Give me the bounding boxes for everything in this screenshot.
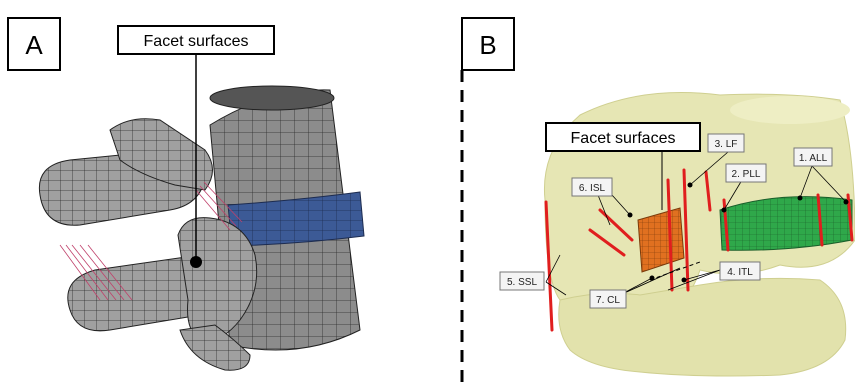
facet-callout-label-b: Facet surfaces [571,130,676,147]
intervertebral-disc [227,191,365,247]
svg-text:5. SSL: 5. SSL [507,277,537,288]
facet-callout-label-a: Facet surfaces [144,33,249,50]
body-top-b [730,96,850,124]
panel-label-box-a [7,17,61,71]
svg-text:6. ISL: 6. ISL [579,183,606,194]
ligament-label-itl: 4. ITL [719,261,761,281]
svg-text:1. ALL: 1. ALL [799,153,828,164]
itl-dash [649,261,701,281]
ligament-label-ssl: 5. SSL [499,271,545,291]
panel-b: B Facet surfaces 1. ALL 2. PLL 3. LF 4. … [461,17,855,377]
inferior-bone-b [558,277,847,377]
vertebral-body-top [209,85,335,111]
superior-articular-process [109,118,213,191]
facet-callout-box-b [545,122,701,152]
svg-text:2. PLL: 2. PLL [732,169,761,180]
ligament-label-all: 1. ALL [793,147,833,167]
intervertebral-disc-b [719,196,853,251]
panel-label-b: B [479,30,496,60]
ligament-label-cl: 7. CL [589,289,627,309]
ligament-label-pll: 2. PLL [725,163,767,183]
svg-text:7. CL: 7. CL [596,295,620,306]
panel-label-a: A [25,30,43,60]
ligament-label-lf: 3. LF [707,133,745,153]
ligament-dots-b [627,182,849,283]
panel-a: A Facet surfaces [7,17,365,371]
facet-marker-a [190,256,202,268]
ligament-label-isl: 6. ISL [571,177,613,197]
facet-callout-box-a [117,25,275,55]
ligament-lines-a [59,181,243,301]
svg-text:4. ITL: 4. ITL [727,267,753,278]
svg-text:3. LF: 3. LF [715,139,738,150]
transverse-process [179,324,251,371]
panel-label-box-b [461,17,515,71]
facet-surface-b [637,207,685,273]
